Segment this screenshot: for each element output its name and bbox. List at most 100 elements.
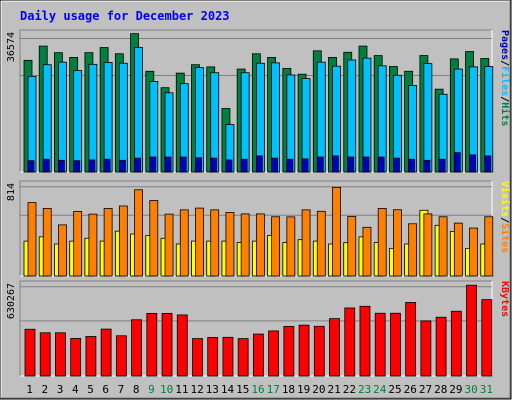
- bar-files-day-25: [393, 74, 402, 173]
- bar-pages-day-2: [42, 158, 50, 173]
- bar-pages-day-15: [240, 158, 248, 173]
- bar-sites-day-20: [316, 210, 326, 277]
- bar-kbytes-day-7: [115, 335, 127, 377]
- bar-kbytes-day-25: [390, 312, 401, 377]
- bar-pages-day-7: [118, 159, 126, 173]
- bar-sites-day-13: [210, 209, 220, 277]
- bar-sites-day-2: [42, 208, 52, 277]
- day-label-30: 30: [465, 383, 478, 396]
- day-label-4: 4: [72, 383, 79, 396]
- max-value-label-visits-sites: 814: [6, 183, 17, 201]
- day-label-6: 6: [102, 383, 109, 396]
- chart-title: Daily usage for December 2023: [20, 9, 230, 23]
- day-label-2: 2: [42, 383, 49, 396]
- bar-sites-day-11: [179, 209, 189, 277]
- bar-sites-day-26: [408, 223, 418, 277]
- bar-pages-day-20: [316, 156, 324, 173]
- bar-files-day-19: [301, 78, 311, 173]
- day-label-24: 24: [373, 383, 387, 396]
- day-label-7: 7: [118, 383, 125, 396]
- bar-pages-day-21: [332, 155, 339, 173]
- bar-pages-day-13: [210, 157, 218, 173]
- bar-kbytes-day-20: [313, 325, 325, 377]
- bar-kbytes-day-26: [405, 302, 417, 377]
- bar-pages-day-14: [225, 159, 233, 173]
- bar-kbytes-day-6: [100, 328, 112, 377]
- day-label-15: 15: [236, 383, 249, 396]
- bar-kbytes-day-12: [192, 338, 203, 377]
- day-label-11: 11: [175, 383, 188, 396]
- bar-sites-day-24: [377, 208, 387, 277]
- bar-pages-day-19: [301, 158, 309, 173]
- bar-pages-day-26: [408, 158, 416, 173]
- bar-sites-day-27: [423, 213, 433, 277]
- bar-files-day-2: [42, 64, 52, 173]
- bar-sites-day-4: [73, 210, 83, 277]
- bar-pages-day-6: [103, 158, 111, 173]
- day-label-26: 26: [404, 383, 417, 396]
- day-label-14: 14: [221, 383, 235, 396]
- bar-files-day-18: [286, 74, 296, 173]
- legend-entry-visits: Visits: [499, 181, 511, 217]
- day-label-29: 29: [449, 383, 462, 396]
- day-label-22: 22: [343, 383, 356, 396]
- bar-pages-day-24: [377, 156, 385, 173]
- bar-sites-day-18: [286, 216, 296, 277]
- bar-kbytes-day-5: [85, 336, 97, 377]
- bar-pages-day-31: [484, 155, 492, 173]
- bar-kbytes-day-10: [161, 312, 173, 377]
- max-value-label-kbytes: 630267: [6, 283, 17, 319]
- bar-sites-day-8: [134, 189, 143, 277]
- bar-pages-day-8: [134, 157, 141, 173]
- bar-files-day-3: [58, 61, 67, 173]
- bar-kbytes-day-9: [146, 312, 158, 377]
- bar-pages-day-11: [179, 156, 187, 173]
- bar-pages-day-28: [438, 158, 446, 173]
- legend-entry-separator: /: [499, 96, 510, 102]
- day-label-17: 17: [267, 383, 280, 396]
- bar-pages-day-29: [453, 152, 461, 173]
- bar-sites-day-15: [240, 213, 250, 277]
- bar-files-day-15: [240, 72, 250, 173]
- day-label-31: 31: [480, 383, 493, 396]
- legend-kbytes: KBytes: [499, 281, 510, 317]
- bar-kbytes-day-23: [359, 305, 371, 377]
- bar-sites-day-23: [362, 226, 372, 277]
- bar-sites-day-12: [195, 207, 204, 277]
- bar-files-day-20: [316, 61, 326, 173]
- bar-files-day-7: [118, 62, 128, 173]
- bar-pages-day-22: [347, 156, 355, 173]
- day-label-19: 19: [297, 383, 310, 396]
- max-value-label-hits-files-pages: 36574: [6, 32, 17, 62]
- bar-sites-day-5: [88, 213, 98, 277]
- day-label-13: 13: [206, 383, 219, 396]
- bar-sites-day-29: [453, 222, 463, 277]
- bar-kbytes-day-2: [39, 332, 51, 377]
- bar-files-day-6: [103, 62, 113, 173]
- bar-kbytes-day-13: [207, 337, 219, 377]
- bar-pages-day-1: [27, 160, 35, 173]
- bar-sites-day-6: [103, 208, 113, 277]
- bar-pages-day-25: [393, 157, 400, 173]
- bar-files-day-8: [134, 47, 143, 173]
- bar-sites-day-14: [225, 212, 235, 277]
- bar-sites-day-17: [271, 216, 281, 277]
- day-label-8: 8: [133, 383, 140, 396]
- day-label-20: 20: [312, 383, 325, 396]
- bar-kbytes-day-14: [222, 336, 234, 377]
- day-label-25: 25: [388, 383, 401, 396]
- bar-sites-day-28: [438, 216, 448, 277]
- bar-sites-day-25: [393, 209, 402, 277]
- bar-files-day-17: [271, 62, 281, 173]
- bar-pages-day-3: [58, 159, 65, 173]
- day-label-18: 18: [282, 383, 295, 396]
- bar-pages-day-30: [469, 154, 476, 173]
- legend-entry-hits: Hits: [499, 102, 511, 126]
- bar-files-day-13: [210, 72, 220, 173]
- bar-pages-day-10: [164, 156, 172, 173]
- bar-sites-day-1: [27, 202, 37, 277]
- bar-sites-day-31: [484, 216, 494, 277]
- bar-pages-day-5: [88, 159, 96, 173]
